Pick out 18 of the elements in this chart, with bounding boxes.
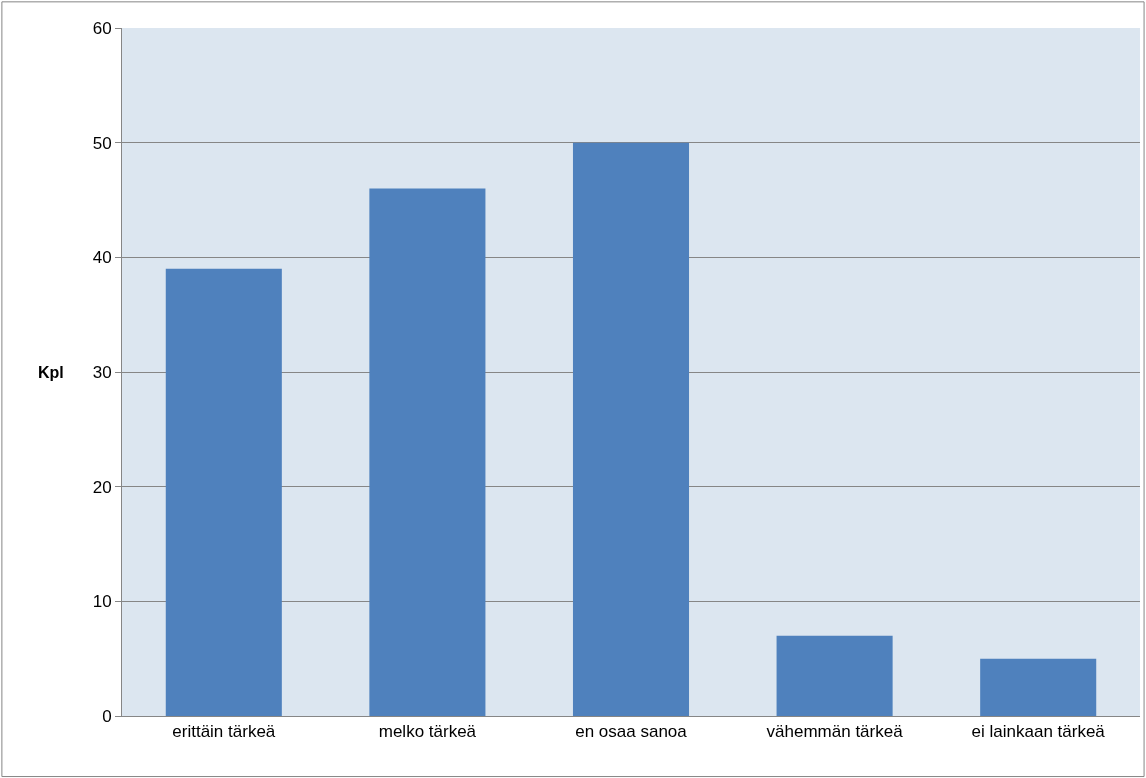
bar	[572, 142, 690, 716]
x-tick-label: vähemmän tärkeä	[766, 722, 904, 742]
y-axis-title: Kpl	[38, 364, 64, 381]
y-tick-label: 50	[92, 133, 112, 153]
y-tick-label: 30	[92, 362, 112, 382]
x-tick-label: ei lainkaan tärkeä	[971, 722, 1106, 742]
bar	[369, 188, 486, 716]
y-tick-label: 20	[92, 477, 112, 497]
x-tick-label: erittäin tärkeä	[172, 722, 276, 742]
x-tick-label: melko tärkeä	[378, 722, 477, 742]
bar	[165, 268, 282, 716]
y-tick-label: 0	[102, 706, 112, 726]
y-tick-label: 40	[92, 248, 112, 268]
bar	[776, 635, 893, 716]
y-tick-label: 60	[92, 18, 112, 38]
x-tick-label: en osaa sanoa	[575, 722, 688, 742]
y-tick-label: 10	[92, 592, 112, 612]
bar	[980, 658, 1097, 716]
